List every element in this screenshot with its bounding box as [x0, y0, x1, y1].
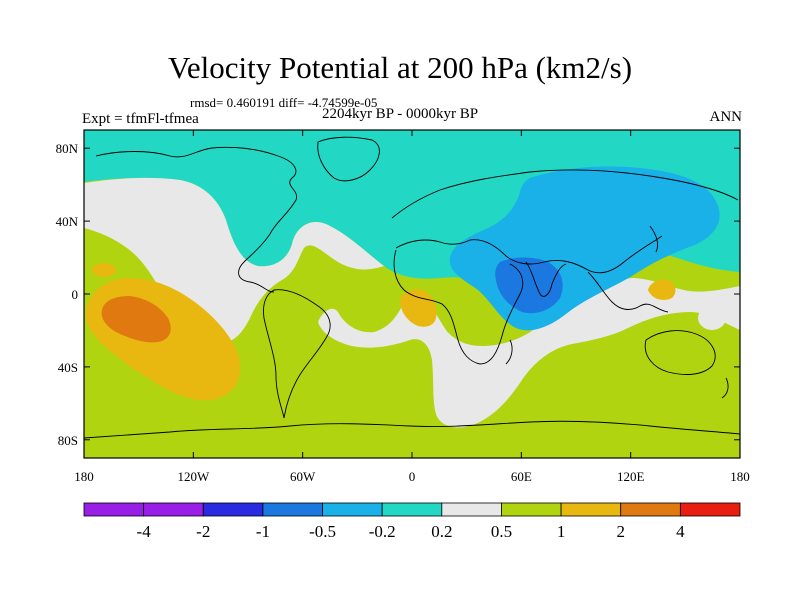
colorbar-label: -2 — [196, 522, 210, 541]
season-label: ANN — [709, 109, 743, 125]
coast-south-america — [263, 289, 331, 419]
contour-gulf-of-guinea-high — [400, 289, 437, 327]
contour-west-pacific-spot — [698, 306, 726, 330]
colorbar-label: 2 — [616, 522, 625, 541]
x-tick-label: 120E — [617, 469, 645, 484]
y-tick-label: 80S — [58, 433, 78, 448]
y-tick-label: 0 — [72, 287, 79, 302]
colorbar-label: -1 — [256, 522, 270, 541]
contour-west-pacific-high — [648, 279, 676, 300]
colorbar-swatch — [262, 502, 323, 517]
coast-southeast-asia — [587, 271, 669, 313]
colorbar-swatch — [620, 502, 681, 517]
stats-label: rmsd= 0.460191 diff= -4.74599e-05 — [190, 95, 378, 110]
colorbar-swatch — [202, 502, 264, 517]
colorbar-label: -4 — [137, 522, 152, 541]
colorbar-swatch — [501, 502, 562, 517]
colorbar-swatch — [143, 502, 204, 517]
coast-north-america — [95, 146, 298, 293]
contour-north-pacific-spot — [92, 263, 116, 277]
colorbar-swatch — [560, 502, 622, 517]
coast-japan — [649, 225, 659, 253]
coast-europe-asia — [391, 169, 739, 219]
coast-india — [525, 261, 567, 297]
coast-europe-south — [395, 235, 663, 274]
contour-indian-ocean-low — [495, 257, 563, 314]
contour-central-pacific-peak — [101, 296, 171, 343]
x-tick-label: 60E — [511, 469, 532, 484]
contour-north-pacific-band — [84, 177, 384, 343]
colorbar-label: -0.5 — [309, 522, 336, 541]
colorbar-swatch — [381, 502, 443, 517]
colorbar-label: 0.2 — [431, 522, 452, 541]
colorbar-swatch — [441, 502, 502, 517]
colorbar-swatch — [83, 502, 145, 517]
coast-new-zealand — [721, 377, 729, 399]
coast-australia — [644, 330, 716, 375]
coastlines — [84, 136, 740, 439]
colorbar-swatch — [322, 502, 383, 517]
coast-africa — [393, 249, 524, 365]
chart-title: Velocity Potential at 200 hPa (km2/s) — [167, 50, 633, 85]
experiment-label: Expt = tfmFl-tfmea — [82, 111, 199, 127]
coast-madagascar — [505, 339, 513, 365]
coast-greenland — [317, 136, 380, 182]
y-tick-label: 40S — [58, 360, 78, 375]
colorbar-label: 0.5 — [491, 522, 512, 541]
colorbar-label: 1 — [557, 522, 566, 541]
y-tick-label: 40N — [56, 214, 79, 229]
x-tick-label: 60W — [290, 469, 316, 484]
contour-mid-pacific-spot — [174, 268, 198, 280]
colorbar-label: -0.2 — [369, 522, 396, 541]
subtitle-label: 2204kyr BP - 0000kyr BP — [321, 106, 479, 122]
x-tick-label: 0 — [409, 469, 416, 484]
colorbar-label: 4 — [676, 522, 685, 541]
colorbar-swatch — [679, 502, 741, 517]
coast-antarctica — [84, 420, 740, 439]
x-tick-label: 180 — [730, 469, 750, 484]
x-tick-label: 120W — [177, 469, 210, 484]
x-tick-label: 180 — [74, 469, 94, 484]
y-tick-label: 80N — [56, 141, 79, 156]
